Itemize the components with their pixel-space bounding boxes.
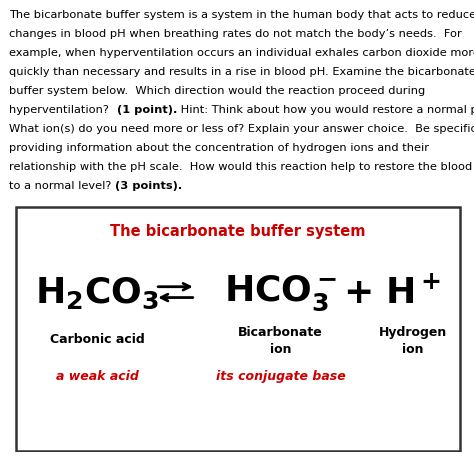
Text: The bicarbonate buffer system is a system in the human body that acts to reduce: The bicarbonate buffer system is a syste… [9,11,474,20]
Text: hyperventilation?: hyperventilation? [9,105,117,115]
Text: What ion(s) do you need more or less of? Explain your answer choice.  Be specifi: What ion(s) do you need more or less of?… [9,124,474,134]
Text: quickly than necessary and results in a rise in blood pH. Examine the bicarbonat: quickly than necessary and results in a … [9,67,474,77]
Text: Hint: Think about how you would restore a normal pH.: Hint: Think about how you would restore … [177,105,474,115]
Text: $\mathbf{H_2CO_3}$: $\mathbf{H_2CO_3}$ [35,275,159,310]
Text: relationship with the pH scale.  How would this reaction help to restore the blo: relationship with the pH scale. How woul… [9,162,474,172]
Text: changes in blood pH when breathing rates do not match the body’s needs.  For: changes in blood pH when breathing rates… [9,29,462,39]
Text: its conjugate base: its conjugate base [216,369,346,382]
Text: (3 points).: (3 points). [116,181,182,191]
Text: to a normal level?: to a normal level? [9,181,116,191]
Text: Bicarbonate
ion: Bicarbonate ion [238,326,323,355]
Text: (1 point).: (1 point). [117,105,177,115]
Text: buffer system below.  Which direction would the reaction proceed during: buffer system below. Which direction wou… [9,86,426,96]
Text: Carbonic acid: Carbonic acid [50,333,145,346]
Text: example, when hyperventilation occurs an individual exhales carbon dioxide more: example, when hyperventilation occurs an… [9,48,474,58]
Text: $\mathbf{HCO_3^-}$: $\mathbf{HCO_3^-}$ [224,273,337,312]
Text: a weak acid: a weak acid [55,369,138,382]
FancyBboxPatch shape [17,208,460,451]
Text: $\mathbf{H^+}$: $\mathbf{H^+}$ [385,275,441,310]
Text: providing information about the concentration of hydrogen ions and their: providing information about the concentr… [9,143,429,153]
Text: $\mathbf{+}$: $\mathbf{+}$ [343,275,371,309]
Text: The bicarbonate buffer system: The bicarbonate buffer system [110,224,366,239]
Text: Hydrogen
ion: Hydrogen ion [379,326,447,355]
